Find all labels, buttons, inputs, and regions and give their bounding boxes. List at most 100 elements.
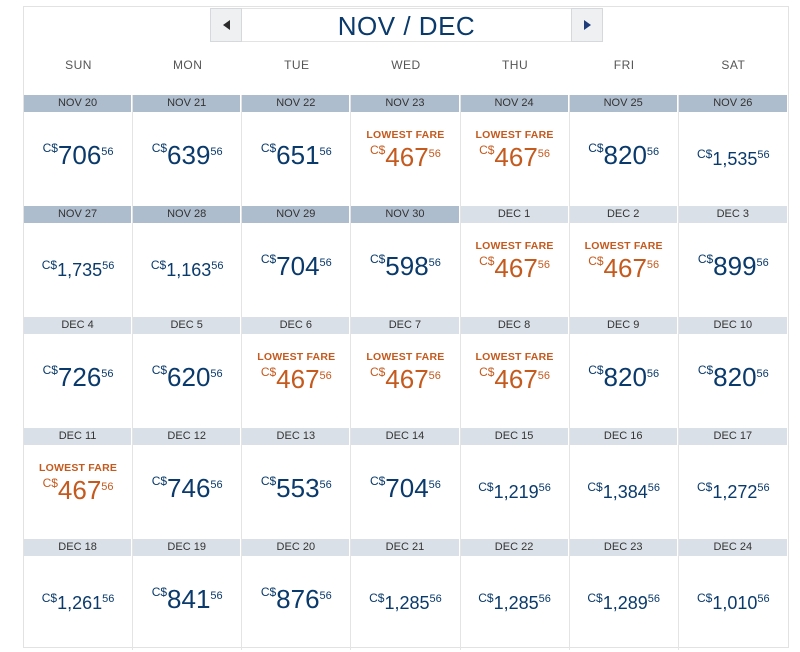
day-fare-cell[interactable]: DEC 3 C$89956 bbox=[678, 206, 788, 317]
day-fare-cell[interactable]: DEC 5 C$62056 bbox=[133, 317, 243, 428]
day-date-label: DEC 2 bbox=[569, 206, 678, 223]
day-fare-cell[interactable]: NOV 29 C$70456 bbox=[242, 206, 352, 317]
next-month-button[interactable] bbox=[571, 8, 603, 42]
fare-cents: 56 bbox=[756, 257, 769, 269]
fare-amount: 1,384 bbox=[602, 482, 648, 502]
day-fare-cell[interactable]: DEC 6 LOWEST FARE C$46756 bbox=[242, 317, 352, 428]
day-fare-cell[interactable]: NOV 24 LOWEST FARE C$46756 bbox=[460, 95, 570, 206]
day-fare-cell[interactable]: DEC 14 C$70456 bbox=[351, 428, 461, 539]
currency-label: C$ bbox=[588, 363, 604, 377]
fare-amount: 1,735 bbox=[57, 260, 103, 280]
day-date-label: DEC 14 bbox=[351, 428, 460, 445]
fare-cents: 56 bbox=[210, 368, 223, 380]
day-fare-cell[interactable]: DEC 22 C$1,28556 bbox=[460, 539, 570, 650]
day-fare-cell[interactable]: DEC 24 C$1,01056 bbox=[678, 539, 788, 650]
currency-label: C$ bbox=[41, 258, 58, 272]
day-fare-cell[interactable]: DEC 4 C$72656 bbox=[24, 317, 134, 428]
day-fare-body: C$87656 bbox=[242, 556, 350, 650]
fare-cents: 56 bbox=[319, 146, 332, 158]
fare-amount: 467 bbox=[385, 142, 429, 172]
day-fare-cell[interactable]: DEC 20 C$87656 bbox=[242, 539, 352, 650]
currency-label: C$ bbox=[696, 480, 713, 494]
day-date-label: NOV 29 bbox=[242, 206, 351, 223]
fare-price: C$1,27256 bbox=[679, 480, 788, 503]
fare-price: C$55356 bbox=[242, 473, 350, 504]
day-fare-cell[interactable]: DEC 21 C$1,28556 bbox=[351, 539, 461, 650]
fare-cents: 56 bbox=[102, 593, 115, 605]
day-fare-cell[interactable]: DEC 7 LOWEST FARE C$46756 bbox=[351, 317, 461, 428]
day-fare-cell[interactable]: NOV 25 C$82056 bbox=[569, 95, 679, 206]
day-fare-cell[interactable]: DEC 16 C$1,38456 bbox=[569, 428, 679, 539]
day-fare-cell[interactable]: NOV 27 C$1,73556 bbox=[24, 206, 134, 317]
day-fare-cell[interactable]: DEC 15 C$1,21956 bbox=[460, 428, 570, 539]
day-date-label: DEC 5 bbox=[133, 317, 242, 334]
day-date-label: NOV 26 bbox=[678, 95, 788, 112]
triangle-right-icon bbox=[583, 20, 591, 30]
day-fare-body: C$74656 bbox=[133, 445, 241, 539]
fare-amount: 1,285 bbox=[493, 593, 539, 613]
fare-price: C$1,28956 bbox=[570, 591, 678, 614]
day-fare-body: C$84156 bbox=[133, 556, 241, 650]
fare-price: C$1,16356 bbox=[133, 258, 241, 281]
fare-price: C$70456 bbox=[242, 251, 350, 282]
day-fare-cell[interactable]: NOV 20 C$70656 bbox=[24, 95, 134, 206]
day-fare-cell[interactable]: NOV 22 C$65156 bbox=[242, 95, 352, 206]
day-fare-cell[interactable]: DEC 12 C$74656 bbox=[133, 428, 243, 539]
day-fare-cell[interactable]: DEC 11 LOWEST FARE C$46756 bbox=[24, 428, 134, 539]
day-fare-cell[interactable]: DEC 17 C$1,27256 bbox=[678, 428, 788, 539]
fare-cents: 56 bbox=[210, 479, 223, 491]
day-date-label: DEC 15 bbox=[460, 428, 569, 445]
day-fare-body: C$1,16356 bbox=[133, 223, 241, 317]
lowest-fare-badge: LOWEST FARE bbox=[366, 129, 445, 141]
fare-price: C$65156 bbox=[242, 140, 350, 171]
currency-label: C$ bbox=[478, 480, 494, 494]
fare-amount: 820 bbox=[603, 362, 647, 392]
day-date-label: DEC 23 bbox=[569, 539, 678, 556]
day-fare-cell[interactable]: DEC 8 LOWEST FARE C$46756 bbox=[460, 317, 570, 428]
fare-amount: 467 bbox=[276, 364, 320, 394]
weekday-label: MON bbox=[172, 58, 203, 72]
day-fare-body: C$62056 bbox=[133, 334, 241, 428]
day-date-label: DEC 1 bbox=[460, 206, 569, 223]
fare-cents: 56 bbox=[428, 148, 441, 160]
day-fare-body: LOWEST FARE C$46756 bbox=[461, 334, 569, 428]
fare-price: C$46756 bbox=[570, 253, 678, 284]
day-fare-body: C$1,21956 bbox=[461, 445, 569, 539]
currency-label: C$ bbox=[42, 141, 58, 155]
fare-price: C$46756 bbox=[351, 142, 459, 173]
fare-price: C$63956 bbox=[133, 140, 241, 171]
day-fare-body: LOWEST FARE C$46756 bbox=[24, 445, 132, 539]
day-fare-cell[interactable]: NOV 30 C$59856 bbox=[351, 206, 461, 317]
currency-label: C$ bbox=[369, 252, 386, 266]
day-fare-cell[interactable]: NOV 26 C$1,53556 bbox=[678, 95, 788, 206]
day-fare-cell[interactable]: DEC 23 C$1,28956 bbox=[569, 539, 679, 650]
day-fare-body: C$1,53556 bbox=[679, 112, 788, 206]
day-fare-cell[interactable]: NOV 28 C$1,16356 bbox=[133, 206, 243, 317]
previous-month-button[interactable] bbox=[210, 8, 242, 42]
day-fare-cell[interactable]: DEC 19 C$84156 bbox=[133, 539, 243, 650]
currency-label: C$ bbox=[697, 363, 714, 377]
fare-price: C$84156 bbox=[133, 584, 241, 615]
day-fare-cell[interactable]: DEC 18 C$1,26156 bbox=[24, 539, 134, 650]
day-fare-cell[interactable]: DEC 9 C$82056 bbox=[569, 317, 679, 428]
fare-cents: 56 bbox=[102, 260, 115, 272]
fare-price: C$46756 bbox=[242, 364, 350, 395]
fare-amount: 820 bbox=[603, 140, 647, 170]
fare-price: C$70656 bbox=[24, 140, 132, 171]
fare-amount: 746 bbox=[167, 473, 211, 503]
weekday-label: SUN bbox=[65, 58, 92, 72]
fare-cents: 56 bbox=[428, 479, 441, 491]
fare-amount: 704 bbox=[276, 251, 320, 281]
fare-cents: 56 bbox=[646, 368, 660, 380]
day-fare-cell[interactable]: NOV 21 C$63956 bbox=[133, 95, 243, 206]
day-fare-cell[interactable]: DEC 10 C$82056 bbox=[678, 317, 788, 428]
day-fare-cell[interactable]: DEC 13 C$55356 bbox=[242, 428, 352, 539]
fare-price: C$46756 bbox=[461, 253, 569, 284]
fare-price: C$59856 bbox=[351, 251, 459, 282]
day-fare-cell[interactable]: DEC 2 LOWEST FARE C$46756 bbox=[569, 206, 679, 317]
day-fare-cell[interactable]: NOV 23 LOWEST FARE C$46756 bbox=[351, 95, 461, 206]
day-fare-cell[interactable]: DEC 1 LOWEST FARE C$46756 bbox=[460, 206, 570, 317]
weekday-header: SUN MON TUE WED THU FRI SAT bbox=[24, 58, 788, 78]
day-fare-body: C$1,73556 bbox=[24, 223, 132, 317]
fare-cents: 56 bbox=[428, 370, 441, 382]
